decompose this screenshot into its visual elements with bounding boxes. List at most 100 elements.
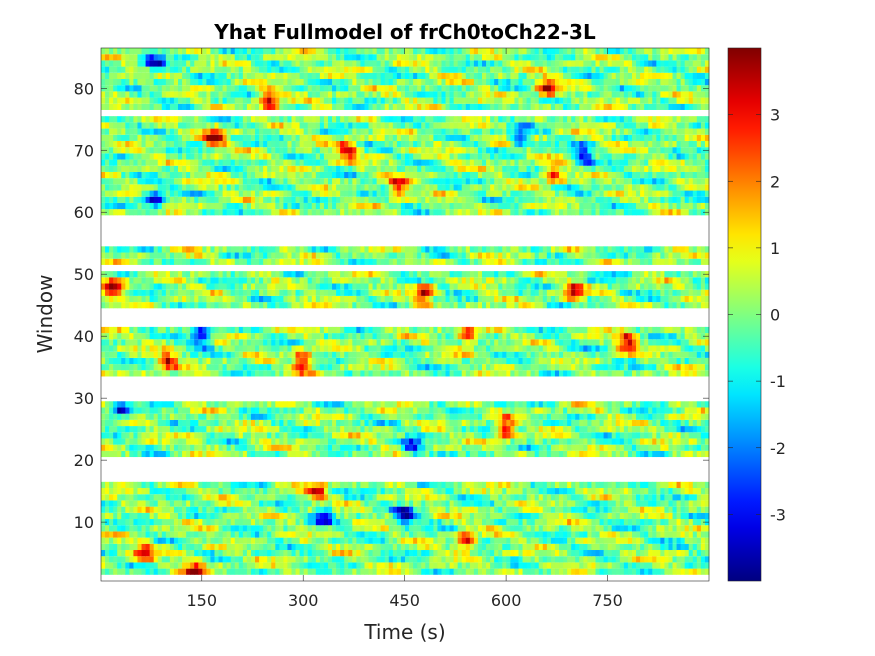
heatmap-cell bbox=[323, 438, 329, 445]
heatmap-cell bbox=[327, 357, 333, 365]
heatmap-cell bbox=[259, 407, 264, 414]
heatmap-cell bbox=[510, 339, 515, 346]
heatmap-cell bbox=[190, 339, 195, 346]
heatmap-cell bbox=[688, 364, 694, 371]
heatmap-cell bbox=[514, 438, 519, 445]
heatmap-cell bbox=[259, 556, 264, 563]
heatmap-cell bbox=[315, 345, 321, 352]
heatmap-row bbox=[101, 444, 710, 451]
heatmap-cell bbox=[425, 512, 430, 520]
heatmap-cell bbox=[368, 531, 373, 538]
heatmap-cell bbox=[668, 419, 673, 427]
heatmap-cell bbox=[315, 326, 321, 334]
heatmap-cell bbox=[186, 339, 191, 346]
heatmap-cell bbox=[603, 488, 609, 495]
heatmap-cell bbox=[299, 450, 305, 458]
heatmap-cell bbox=[113, 339, 118, 346]
heatmap-cell bbox=[392, 512, 398, 520]
heatmap-cell bbox=[611, 500, 617, 507]
heatmap-cell bbox=[226, 426, 232, 433]
heatmap-cell bbox=[198, 345, 203, 352]
heatmap-cell bbox=[246, 426, 252, 433]
heatmap-cell bbox=[380, 481, 386, 489]
heatmap-cell bbox=[688, 444, 694, 451]
heatmap-cell bbox=[352, 326, 357, 334]
heatmap-cell bbox=[554, 302, 560, 309]
heatmap-cell bbox=[676, 326, 682, 334]
heatmap-cell bbox=[534, 326, 540, 334]
heatmap-cell bbox=[149, 345, 155, 352]
heatmap-cell bbox=[700, 364, 706, 371]
heatmap-cell bbox=[263, 500, 268, 507]
heatmap-cell bbox=[502, 568, 507, 575]
heatmap-cell bbox=[360, 345, 365, 352]
heatmap-cell bbox=[656, 481, 661, 489]
heatmap-cell bbox=[522, 351, 527, 358]
heatmap-cell bbox=[364, 550, 369, 557]
heatmap-cell bbox=[413, 426, 418, 433]
heatmap-cell bbox=[214, 351, 219, 358]
heatmap-cell bbox=[283, 531, 288, 538]
heatmap-cell bbox=[218, 333, 223, 340]
heatmap-cell bbox=[425, 407, 430, 414]
heatmap-cell bbox=[242, 450, 248, 458]
heatmap-cell bbox=[259, 519, 264, 526]
heatmap-cell bbox=[279, 537, 284, 544]
heatmap-cell bbox=[332, 568, 337, 575]
heatmap-cell bbox=[652, 444, 657, 451]
heatmap-cell bbox=[490, 345, 495, 352]
heatmap-cell bbox=[238, 426, 244, 433]
heatmap-cell bbox=[336, 339, 341, 346]
heatmap-cell bbox=[644, 506, 649, 513]
heatmap-cell bbox=[206, 519, 211, 526]
heatmap-cell bbox=[250, 345, 256, 352]
heatmap-cell bbox=[619, 494, 625, 501]
heatmap-cell bbox=[364, 525, 369, 532]
heatmap-cell bbox=[186, 488, 191, 495]
heatmap-cell bbox=[271, 302, 276, 309]
heatmap-cell bbox=[607, 357, 613, 365]
heatmap-cell bbox=[133, 550, 138, 557]
heatmap-cell bbox=[692, 512, 698, 520]
heatmap-cell bbox=[145, 351, 151, 358]
heatmap-cell bbox=[530, 401, 536, 408]
heatmap-cell bbox=[319, 413, 325, 420]
heatmap-cell bbox=[421, 537, 426, 544]
heatmap-cell bbox=[660, 562, 665, 569]
heatmap-cell bbox=[542, 351, 548, 358]
heatmap-cell bbox=[400, 562, 406, 569]
heatmap-cell bbox=[105, 550, 110, 557]
heatmap-cell bbox=[482, 450, 487, 458]
heatmap-cell bbox=[121, 556, 126, 563]
heatmap-cell bbox=[490, 556, 495, 563]
heatmap-cell bbox=[409, 512, 414, 520]
heatmap-cell bbox=[352, 419, 357, 427]
heatmap-cell bbox=[121, 506, 126, 513]
heatmap-cell bbox=[275, 488, 280, 495]
chart-title: Yhat Fullmodel of frCh0toCh22-3L bbox=[213, 20, 596, 44]
heatmap-cell bbox=[656, 506, 661, 513]
heatmap-cell bbox=[279, 432, 284, 439]
heatmap-cell bbox=[153, 432, 159, 439]
heatmap-cell bbox=[437, 525, 442, 532]
heatmap-cell bbox=[664, 333, 669, 340]
heatmap-cell bbox=[571, 345, 576, 352]
heatmap-cell bbox=[218, 419, 223, 427]
heatmap-cell bbox=[178, 562, 183, 569]
heatmap-cell bbox=[238, 333, 244, 340]
heatmap-cell bbox=[271, 494, 276, 501]
heatmap-cell bbox=[457, 401, 463, 408]
heatmap-cell bbox=[295, 568, 301, 575]
heatmap-cell bbox=[550, 525, 556, 532]
heatmap-cell bbox=[469, 401, 475, 408]
heatmap-cell bbox=[206, 512, 211, 520]
heatmap-cell bbox=[433, 401, 438, 408]
heatmap-cell bbox=[510, 364, 515, 371]
heatmap-cell bbox=[149, 438, 155, 445]
heatmap-cell bbox=[522, 556, 527, 563]
heatmap-cell bbox=[619, 481, 625, 489]
heatmap-cell bbox=[384, 500, 390, 507]
heatmap-cell bbox=[368, 512, 373, 520]
heatmap-cell bbox=[117, 512, 122, 520]
heatmap-cell bbox=[230, 519, 236, 526]
